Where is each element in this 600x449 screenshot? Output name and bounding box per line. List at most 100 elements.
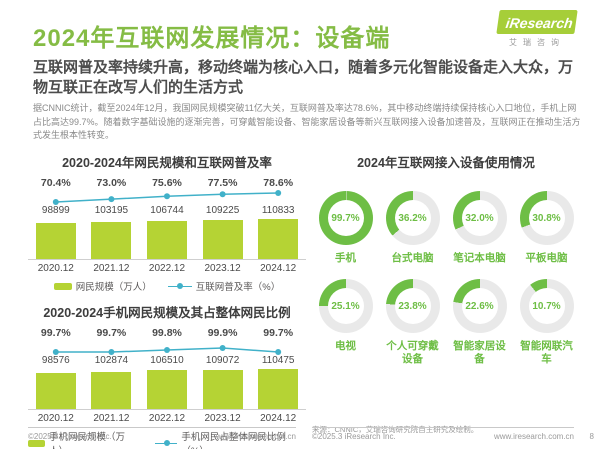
bar-cell	[139, 218, 195, 259]
donut-hole	[528, 200, 565, 236]
copyright-text: ©2025.3 iResearch Inc.	[28, 432, 112, 441]
legend-item-bar: 网民规模（万人）	[53, 279, 152, 293]
donut-ring: 10.7%	[519, 279, 574, 334]
bar-cell	[84, 368, 140, 409]
page-number: 8	[589, 432, 594, 441]
legend-label: 手机网民规模（万人）	[48, 432, 125, 449]
bar-value-label: 110833	[261, 205, 295, 216]
line-value-label: 99.7%	[263, 327, 294, 339]
bar-cell	[28, 368, 84, 409]
legend-label: 网民规模（万人）	[75, 282, 152, 293]
device-label: 智能网联汽车	[520, 340, 573, 366]
line-value-label: 99.8%	[152, 327, 182, 339]
device-label: 台式电脑	[391, 252, 434, 264]
line-value-label: 78.6%	[263, 177, 294, 189]
bar-cell	[195, 368, 251, 409]
legend-label: 手机网民占整体网民比例（%）	[181, 432, 286, 449]
data-point-dot	[108, 349, 115, 355]
data-point-dot	[275, 190, 282, 196]
donut-hole	[394, 288, 431, 325]
line-value-label: 77.5%	[207, 177, 238, 189]
intro-paragraph: 据CNNIC统计，截至2024年12月，我国网民规模突破11亿大关，互联网普及率…	[33, 103, 581, 140]
device-label: 电视	[335, 340, 356, 353]
legend-label: 互联网普及率（%）	[195, 282, 281, 293]
line-value-label: 99.9%	[207, 327, 238, 339]
line-swatch-icon	[154, 440, 178, 447]
donut-percentage: 99.7%	[331, 212, 360, 224]
data-point-dot	[52, 199, 59, 205]
bar-value-label: 102874	[94, 355, 129, 366]
iresearch-logo: iResearch 艾瑞咨询	[496, 10, 578, 48]
bar-value-labels: 98899 103195 106744 109225 110833	[28, 205, 306, 216]
data-point-dot	[219, 345, 226, 351]
donut-percentage: 36.2%	[398, 212, 427, 224]
bar-cell	[250, 368, 306, 409]
device-label: 个人可穿戴设备	[386, 340, 439, 366]
donut-ring: 30.8%	[519, 191, 574, 245]
chart-title: 2020-2024年网民规模和互联网普及率	[62, 156, 272, 170]
right-column: 2024年互联网接入设备使用情况 99.7% 手机 36.2% 台式电脑 32.0% 笔记…	[312, 152, 580, 434]
x-axis-labels: 2020.12 2021.12 2022.12 2023.12 2024.12	[28, 410, 306, 424]
bar	[202, 369, 243, 409]
donut-hole	[327, 200, 364, 236]
device-donut-item: 32.0% 笔记本电脑	[446, 191, 513, 265]
legend-item-line: 手机网民占整体网民比例（%）	[154, 429, 306, 449]
device-label: 智能家居设备	[453, 340, 506, 366]
bar-value-label: 98576	[41, 355, 70, 366]
line-value-label: 75.6%	[152, 177, 182, 189]
line-value-label: 70.4%	[40, 177, 71, 189]
donut-ring: 99.7%	[318, 191, 373, 245]
trend-line	[52, 190, 282, 205]
chart-legend: 网民规模（万人） 互联网普及率（%）	[28, 279, 306, 293]
device-donut-item: 30.8% 平板电脑	[513, 191, 580, 265]
chart-legend: 手机网民规模（万人） 手机网民占整体网民比例（%）	[28, 429, 306, 449]
bars	[28, 368, 306, 410]
bar-cell	[84, 218, 140, 259]
device-donut-item: 25.1% 电视	[312, 279, 379, 366]
line-value-label: 99.7%	[40, 327, 71, 339]
line-swatch-icon	[167, 283, 192, 290]
data-point-dot	[52, 349, 59, 355]
device-donut-item: 22.6% 智能家居设备	[446, 279, 513, 366]
bar	[202, 219, 243, 259]
x-axis-label: 2020.12	[37, 413, 74, 424]
donut-hole	[394, 200, 431, 236]
footer-left: ©2025.3 iResearch Inc. www.iresearch.com…	[28, 427, 296, 441]
copyright-text: ©2025.3 iResearch Inc.	[312, 432, 396, 441]
chart-title: 2020-2024手机网民规模及其占整体网民比例	[43, 306, 291, 320]
trend-line	[52, 345, 282, 355]
section-subtitle: 互联网普及率持续升高，移动终端为核心入口，随着多元化智能设备走入大众，万物互联正…	[33, 59, 574, 97]
x-axis-label: 2021.12	[93, 263, 130, 274]
legend-item-bar: 手机网民规模（万人）	[28, 429, 139, 449]
bar-cell	[139, 368, 195, 409]
line-value-label: 99.7%	[96, 327, 127, 339]
data-point-dot	[275, 349, 282, 355]
device-donut-grid: 99.7% 手机 36.2% 台式电脑 32.0% 笔记本电脑 30.8% 平板电脑 25.1%…	[312, 191, 580, 380]
line-value-labels: 99.7% 99.7% 99.8% 99.9% 99.7%	[28, 327, 306, 339]
bar-swatch-icon	[53, 282, 72, 290]
donut-ring: 32.0%	[452, 191, 507, 245]
footer-right: ©2025.3 iResearch Inc. www.iresearch.com…	[312, 427, 574, 441]
iresearch-logo-mark: iResearch	[496, 10, 578, 34]
bar	[91, 221, 132, 259]
x-axis-label: 2024.12	[260, 413, 297, 424]
donut-hole	[528, 288, 565, 325]
x-axis-label: 2023.12	[204, 263, 241, 274]
bar	[146, 220, 187, 259]
donut-hole	[461, 200, 498, 236]
netizen-scale-chart: 2020-2024年网民规模和互联网普及率 70.4% 73.0% 75.6% 77.…	[28, 152, 306, 293]
data-point-dot	[164, 347, 170, 353]
bar	[91, 371, 132, 409]
x-axis-label: 2022.12	[148, 413, 186, 424]
bar	[35, 373, 76, 409]
left-column: 2020-2024年网民规模和互联网普及率 70.4% 73.0% 75.6% 77.…	[28, 152, 306, 449]
bar-value-label: 106510	[150, 355, 184, 366]
donut-ring: 25.1%	[318, 279, 373, 334]
data-point-dot	[108, 196, 115, 203]
data-point-dot	[164, 193, 170, 200]
device-label: 笔记本电脑	[453, 252, 506, 264]
line-value-label: 73.0%	[96, 177, 127, 189]
donut-hole	[461, 288, 498, 325]
donut-percentage: 25.1%	[331, 300, 360, 312]
